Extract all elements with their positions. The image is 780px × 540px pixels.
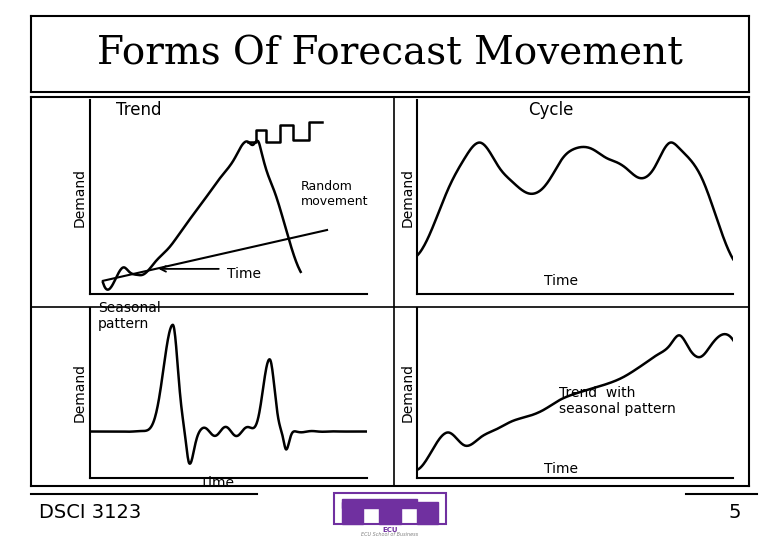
Text: Forms Of Forecast Movement: Forms Of Forecast Movement bbox=[97, 36, 683, 72]
Text: Seasonal
pattern: Seasonal pattern bbox=[98, 301, 161, 331]
Text: Time: Time bbox=[544, 462, 578, 476]
Text: Trend  with
seasonal pattern: Trend with seasonal pattern bbox=[559, 386, 676, 416]
Text: DSCI 3123: DSCI 3123 bbox=[39, 503, 141, 523]
Bar bbox=[342, 502, 363, 524]
Y-axis label: Demand: Demand bbox=[400, 363, 414, 422]
Text: Time: Time bbox=[544, 274, 578, 288]
Bar bbox=[417, 502, 438, 524]
Text: Cycle: Cycle bbox=[528, 102, 573, 119]
Text: Time: Time bbox=[227, 267, 261, 281]
Text: 5: 5 bbox=[729, 503, 741, 523]
Bar bbox=[379, 502, 401, 524]
Y-axis label: Demand: Demand bbox=[73, 363, 87, 422]
Bar bbox=[342, 500, 379, 508]
Y-axis label: Demand: Demand bbox=[73, 167, 87, 227]
Text: Trend: Trend bbox=[116, 101, 161, 119]
Bar bbox=[334, 492, 446, 524]
Y-axis label: Demand: Demand bbox=[400, 167, 414, 227]
Text: Time: Time bbox=[200, 476, 235, 490]
Text: ECU School of Business: ECU School of Business bbox=[361, 532, 419, 537]
Text: Random
movement: Random movement bbox=[300, 180, 368, 207]
Text: ECU: ECU bbox=[382, 528, 398, 534]
Bar bbox=[379, 500, 417, 508]
